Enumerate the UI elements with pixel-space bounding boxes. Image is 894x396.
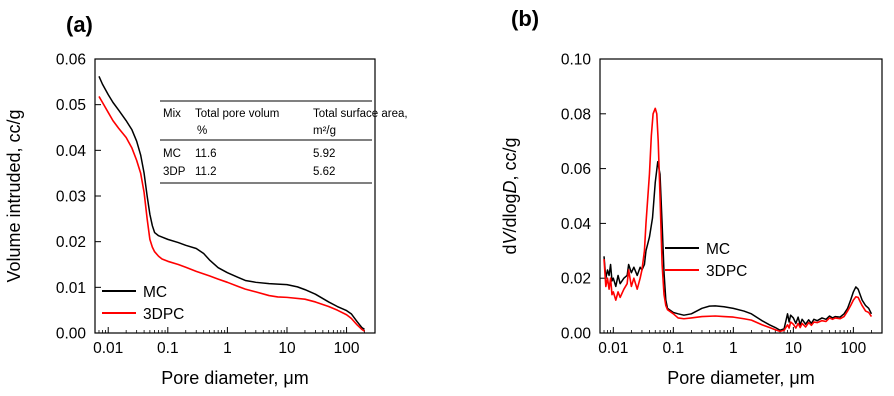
panel-b-x-tick-label: 0.01 — [598, 340, 628, 357]
table-cell: 3DP — [163, 166, 186, 178]
panel-b: (b) 0.01 0.1 1 10 100 0.00 0.02 0.04 0.06 0.08 0.1… — [500, 6, 883, 388]
panel-b-y-tick-label: 0.10 — [561, 52, 592, 69]
panel-a: (a) 0.01 0.1 1 10 1000.000.010.020.030.040.0… — [4, 12, 408, 388]
panel-a-axis-ticks: 0.01 0.1 1 10 100 0.00 0.01 0.02 0.03 0.04 0.05 0.0… — [56, 52, 365, 357]
table-header-pore-volume: Total pore volum% — [195, 108, 279, 137]
table-header-surface-area: Total surface area, m²/g — [313, 108, 408, 137]
panel-b-axis-ticks: 0.01 0.1 1 10 100 0.00 0.02 0.04 0.06 0.08 0.10 — [561, 52, 872, 357]
panel-b-legend: MC 3DPC — [665, 241, 747, 280]
panel-b-y-tick-label: 0.08 — [561, 106, 591, 123]
panel-b-y-tick-label: 0.04 — [561, 216, 592, 233]
panel-a-plot-frame — [94, 58, 376, 334]
panel-a-y-tick-label: 0.04 — [56, 143, 87, 160]
panel-b-series-mc — [603, 161, 873, 332]
panel-a-x-tick-label: 0.1 — [157, 340, 179, 357]
panel-a-legend: MC 3DPC — [102, 284, 184, 323]
table-cell: MC — [163, 148, 181, 160]
panel-a-y-tick-label: 0.05 — [56, 97, 86, 114]
table-cell: 5.92 — [313, 148, 335, 160]
panel-a-x-axis-title: Pore diameter, μm — [161, 368, 308, 388]
legend-b-mc-label: MC — [706, 241, 730, 258]
panel-a-series-mc — [98, 76, 365, 330]
panel-a-x-tick-label: 10 — [278, 340, 296, 357]
panel-a-x-tick-label: 1 — [223, 340, 232, 357]
panel-b-series — [603, 107, 873, 333]
panel-a-series-3dpc — [98, 96, 365, 332]
panel-b-x-tick-label: 1 — [729, 340, 738, 357]
panel-a-y-tick-label: 0.03 — [56, 189, 86, 206]
panel-a-x-tick-label: 100 — [334, 340, 360, 357]
panel-a-label: (a) — [66, 12, 93, 37]
table-cell: 11.6 — [195, 148, 217, 160]
panel-b-x-tick-label: 0.1 — [663, 340, 685, 357]
panel-b-y-tick-label: 0.06 — [561, 161, 591, 178]
panel-a-y-axis-title: Volume intruded, cc/g — [4, 109, 24, 282]
table-cell: 5.62 — [313, 166, 335, 178]
panel-b-y-axis-title: dV/dlogD, cc/g — [500, 137, 520, 254]
panel-a-y-tick-label: 0.06 — [56, 52, 86, 69]
panel-b-x-axis-title: Pore diameter, μm — [667, 368, 814, 388]
panel-b-y-tick-label: 0.00 — [561, 326, 592, 343]
panel-a-y-tick-label: 0.01 — [56, 280, 86, 297]
panel-a-y-tick-label: 0.02 — [56, 234, 86, 251]
legend-a-mc-label: MC — [143, 284, 167, 301]
panel-b-label: (b) — [511, 6, 539, 31]
legend-b-3dpc-label: 3DPC — [706, 263, 747, 280]
table-cell: 11.2 — [195, 166, 217, 178]
table-header-mix: Mix — [163, 108, 181, 120]
panel-b-x-tick-label: 10 — [785, 340, 803, 357]
panel-b-plot-frame — [599, 58, 883, 334]
panel-b-x-tick-label: 100 — [840, 340, 866, 357]
panel-a-inset-table: Mix Total pore volum% Total surface area… — [160, 100, 408, 184]
panel-b-y-tick-label: 0.02 — [561, 271, 591, 288]
panel-a-x-tick-label: 0.01 — [93, 340, 123, 357]
panel-b-series-3dpc — [603, 107, 873, 333]
panel-a-series — [98, 76, 365, 332]
panel-a-y-tick-label: 0.00 — [56, 326, 87, 343]
legend-a-3dpc-label: 3DPC — [143, 306, 184, 323]
